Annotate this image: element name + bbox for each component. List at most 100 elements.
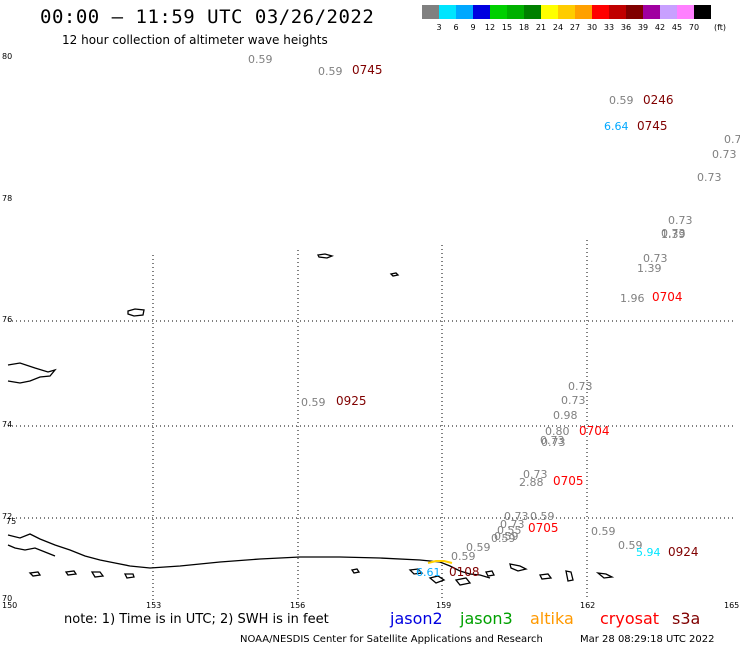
lake-6 bbox=[408, 568, 424, 575]
wave-height-label: 0.59 bbox=[301, 396, 326, 409]
wave-height-label: 6.64 bbox=[604, 120, 629, 133]
color-swatch-2 bbox=[456, 5, 473, 19]
lon-label: 162 bbox=[580, 601, 596, 610]
lon-label: 150 bbox=[2, 601, 18, 610]
wave-height-label: 1.39 bbox=[661, 228, 686, 241]
wave-height-label: 0.73 bbox=[561, 394, 586, 407]
lon-label: 159 bbox=[436, 601, 452, 610]
lake-1 bbox=[28, 571, 42, 577]
wave-height-label: 0.80 bbox=[545, 425, 570, 438]
color-tick-label: 24 bbox=[552, 23, 564, 32]
color-tick-label: 45 bbox=[671, 23, 683, 32]
lake-9 bbox=[485, 570, 495, 577]
coastline-mainland bbox=[7, 533, 491, 579]
color-swatch-10 bbox=[592, 5, 609, 19]
island-east-1 bbox=[509, 563, 528, 572]
pass-time-label: 0745 bbox=[637, 119, 668, 133]
note-text: note: 1) Time is in UTC; 2) SWH is in fe… bbox=[64, 612, 329, 627]
lake-7 bbox=[428, 575, 446, 584]
chart-subtitle: 12 hour collection of altimeter wave hei… bbox=[62, 33, 328, 47]
color-swatch-3 bbox=[473, 5, 490, 19]
color-swatch-11 bbox=[609, 5, 626, 19]
lon-label: 156 bbox=[290, 601, 306, 610]
color-tick-label: 9 bbox=[470, 23, 476, 32]
pass-time-label: 0705 bbox=[528, 521, 559, 535]
color-swatch-4 bbox=[490, 5, 507, 19]
wave-height-label: 0.73 bbox=[643, 252, 668, 265]
track-mark-yellow bbox=[427, 560, 453, 564]
lat-label: 80 bbox=[2, 52, 13, 61]
wave-height-label: 0.59 bbox=[451, 550, 476, 563]
wave-height-label: 0.73 bbox=[568, 380, 593, 393]
color-tick-label: 70 bbox=[688, 23, 700, 32]
lake-8 bbox=[454, 577, 472, 586]
color-swatch-12 bbox=[626, 5, 643, 19]
lat-label: 72 bbox=[2, 512, 13, 521]
pass-time-label: 0704 bbox=[652, 290, 683, 304]
lat-label: 70 bbox=[2, 594, 13, 603]
wave-height-label: 0.73 bbox=[668, 214, 693, 227]
chart-title: 00:00 – 11:59 UTC 03/26/2022 bbox=[40, 6, 375, 28]
pass-time-label: 0745 bbox=[352, 63, 383, 77]
footer-credit: NOAA/NESDIS Center for Satellite Applica… bbox=[240, 634, 543, 645]
wave-height-label: 1.39 bbox=[637, 262, 662, 275]
color-unit-label: (ft) bbox=[713, 23, 727, 32]
color-swatch-8 bbox=[558, 5, 575, 19]
wave-height-label: 6.61 bbox=[416, 566, 441, 579]
color-swatch-9 bbox=[575, 5, 592, 19]
lat-label: 75 bbox=[6, 517, 17, 526]
wave-height-label: 0.59 bbox=[466, 541, 491, 554]
color-swatch-1 bbox=[439, 5, 456, 19]
color-tick-label: 6 bbox=[453, 23, 459, 32]
wave-height-label: 0.73 bbox=[712, 148, 737, 161]
wave-height-label: 0.59 bbox=[248, 53, 273, 66]
lat-label: 74 bbox=[2, 420, 13, 429]
lake-11 bbox=[565, 570, 574, 582]
color-tick-label: 21 bbox=[535, 23, 547, 32]
pass-time-label: 0924 bbox=[668, 545, 699, 559]
color-tick-label: 12 bbox=[484, 23, 496, 32]
wave-height-label: 0.59 bbox=[494, 530, 519, 543]
wave-height-label: 0.98 bbox=[553, 409, 578, 422]
lon-label: 165 bbox=[724, 601, 740, 610]
lat-label: 78 bbox=[2, 194, 13, 203]
color-tick-label: 33 bbox=[603, 23, 615, 32]
satellite-label-cryosat: cryosat bbox=[600, 609, 660, 628]
color-swatch-16 bbox=[694, 5, 711, 19]
wave-height-label: 0.73 bbox=[540, 434, 565, 447]
wave-height-label: 0.59 bbox=[491, 532, 516, 545]
color-tick-label: 36 bbox=[620, 23, 632, 32]
wave-height-label: 0.59 bbox=[591, 525, 616, 538]
wave-height-label: 0.59 bbox=[618, 539, 643, 552]
wave-height-label: 0.59 bbox=[530, 510, 555, 523]
color-tick-label: 3 bbox=[436, 23, 442, 32]
satellite-label-jason3: jason3 bbox=[460, 609, 513, 628]
lon-label: 153 bbox=[146, 601, 162, 610]
lake-10 bbox=[539, 573, 553, 580]
color-swatch-5 bbox=[507, 5, 524, 19]
lat-label: 76 bbox=[2, 315, 13, 324]
wave-height-label: 0.59 bbox=[609, 94, 634, 107]
wave-height-label: 0.7 bbox=[724, 133, 740, 146]
wave-height-label: 0.73 bbox=[504, 510, 529, 523]
wave-height-label: 0.73 bbox=[541, 436, 566, 449]
lake-3 bbox=[90, 571, 105, 578]
lake-4 bbox=[123, 573, 135, 579]
satellite-label-s3a: s3a bbox=[672, 609, 701, 628]
pass-time-label: 0704 bbox=[579, 424, 610, 438]
coastline-west bbox=[7, 544, 56, 557]
color-tick-label: 39 bbox=[637, 23, 649, 32]
pass-time-label: 0925 bbox=[336, 394, 367, 408]
color-tick-label: 15 bbox=[501, 23, 513, 32]
wave-height-label: 0.73 bbox=[697, 171, 722, 184]
color-tick-label: 30 bbox=[586, 23, 598, 32]
pass-time-label: 0705 bbox=[553, 474, 584, 488]
color-swatch-6 bbox=[524, 5, 541, 19]
island-wrangel bbox=[7, 362, 57, 384]
pass-time-label: 0246 bbox=[643, 93, 674, 107]
color-tick-label: 42 bbox=[654, 23, 666, 32]
wave-height-label: 0.73 bbox=[661, 227, 686, 240]
island-small-3 bbox=[389, 272, 400, 277]
wave-height-label: 0.59 bbox=[318, 65, 343, 78]
